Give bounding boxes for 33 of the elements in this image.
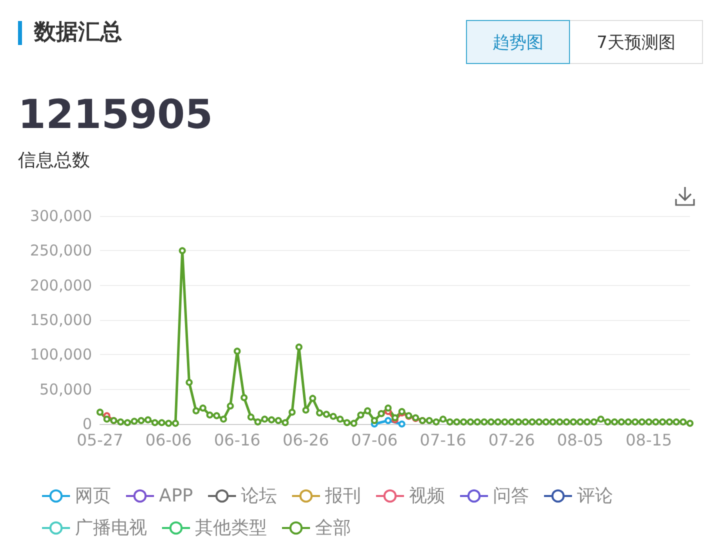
legend-label: 报刊 <box>324 486 362 506</box>
x-tick-label: 07-06 <box>351 430 398 450</box>
y-tick-label: 300,000 <box>30 207 92 225</box>
x-tick-label: 06-06 <box>145 430 192 450</box>
legend-label: 问答 <box>493 486 530 506</box>
chart-title: 数据汇总 <box>34 19 122 47</box>
x-tick-label: 07-26 <box>488 430 535 450</box>
x-tick-label: 06-26 <box>282 430 330 450</box>
legend-label: 评论 <box>577 486 614 506</box>
y-tick-label: 100,000 <box>30 346 92 364</box>
y-tick-label: 250,000 <box>30 242 92 260</box>
x-tick-label: 05-27 <box>76 430 124 450</box>
legend-label: 全部 <box>315 518 351 538</box>
legend-label: 视频 <box>409 486 446 506</box>
x-tick-label: 06-16 <box>214 430 260 450</box>
text: 信息总数 <box>18 149 90 172</box>
x-tick-label: 08-05 <box>556 430 604 450</box>
y-tick-label: 50,000 <box>40 380 92 398</box>
legend-label: 网页 <box>75 486 111 506</box>
legend-label: 论坛 <box>241 486 278 506</box>
y-tick-label: 0 <box>82 415 92 433</box>
legend-label: APP <box>159 486 194 506</box>
text: 趋势图 <box>466 20 570 64</box>
x-tick-label: 08-15 <box>626 430 672 450</box>
legend-label: 广播电视 <box>75 518 147 538</box>
legend-label: 其他类型 <box>195 518 267 538</box>
text: 1215905 <box>18 92 213 138</box>
y-tick-label: 200,000 <box>30 276 92 294</box>
y-tick-label: 150,000 <box>30 311 92 329</box>
x-tick-label: 07-16 <box>420 430 466 450</box>
point <box>398 420 406 428</box>
text: 7天预测图 <box>570 20 703 64</box>
point <box>384 417 392 424</box>
